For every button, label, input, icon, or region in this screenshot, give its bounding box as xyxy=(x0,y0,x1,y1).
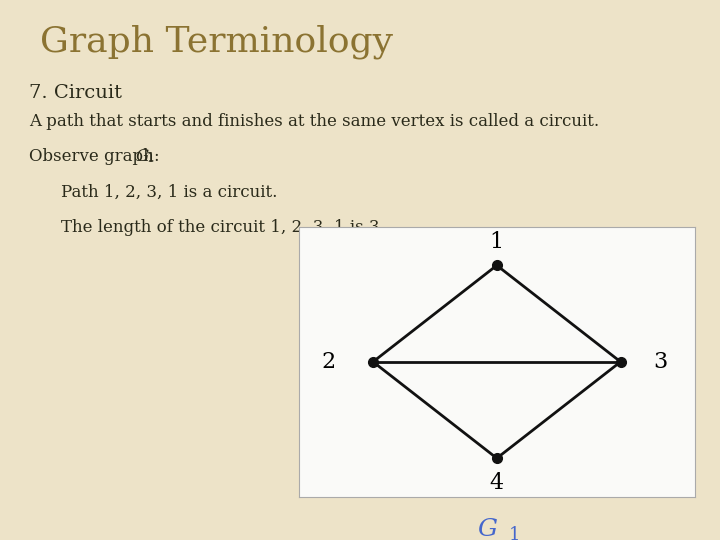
Text: 1: 1 xyxy=(147,152,155,165)
Text: A path that starts and finishes at the same vertex is called a circuit.: A path that starts and finishes at the s… xyxy=(29,113,599,130)
Text: Graph Terminology: Graph Terminology xyxy=(40,24,392,59)
Text: The length of the circuit 1, 2, 3, 1 is 3.: The length of the circuit 1, 2, 3, 1 is … xyxy=(61,219,385,235)
Text: 2: 2 xyxy=(321,351,336,373)
Text: 4: 4 xyxy=(490,472,504,494)
Text: :: : xyxy=(153,148,159,165)
Text: 1: 1 xyxy=(490,231,504,253)
Text: 7. Circuit: 7. Circuit xyxy=(29,84,122,102)
Text: 3: 3 xyxy=(653,351,667,373)
Text: Path 1, 2, 3, 1 is a circuit.: Path 1, 2, 3, 1 is a circuit. xyxy=(61,184,278,200)
Text: Observe graph: Observe graph xyxy=(29,148,159,165)
Text: 1: 1 xyxy=(508,526,520,540)
Text: G: G xyxy=(477,518,498,540)
Text: G: G xyxy=(135,148,148,165)
